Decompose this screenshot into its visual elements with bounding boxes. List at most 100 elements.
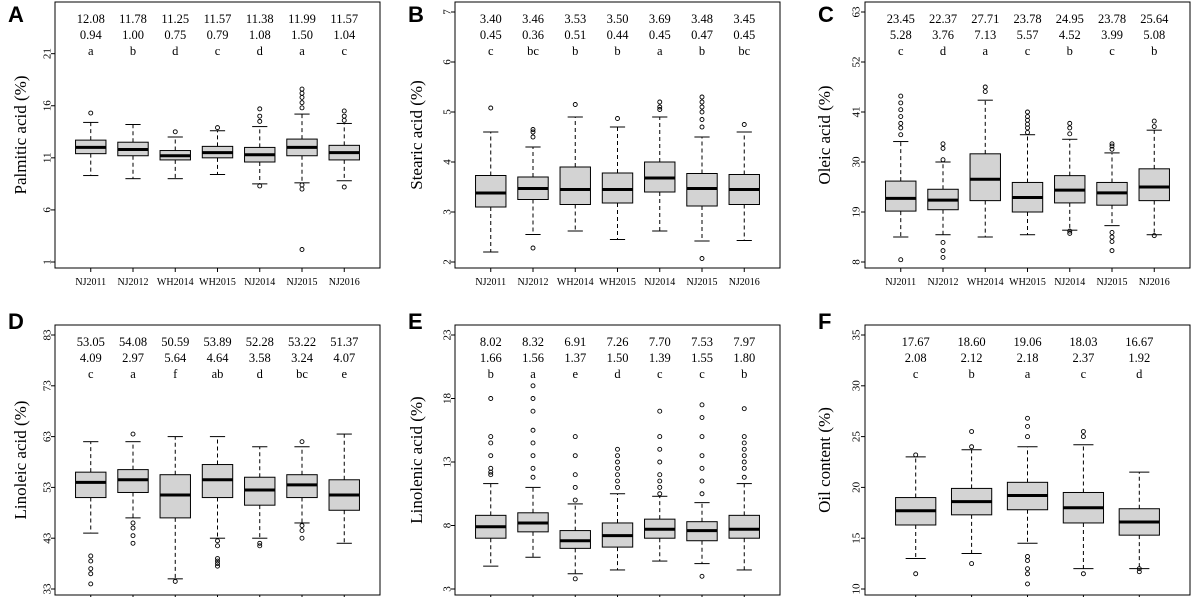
outlier-point xyxy=(530,245,536,251)
box-wh2014: 11.25 0.75 d WH2014 xyxy=(157,12,194,288)
outlier-point xyxy=(530,383,536,389)
outlier-point xyxy=(699,104,705,110)
outlier-point xyxy=(940,141,946,147)
sd-label: 7.13 xyxy=(974,28,996,42)
outlier-point xyxy=(657,408,663,414)
box-wh2015: 23.78 5.57 c WH2015 xyxy=(1009,12,1046,288)
outlier-point xyxy=(299,94,305,100)
significance-letter: b xyxy=(130,44,136,58)
y-tick-label: 30 xyxy=(851,380,863,392)
sd-label: 2.97 xyxy=(122,351,144,365)
y-tick-label: 6 xyxy=(442,59,454,65)
significance-letter: b xyxy=(968,367,974,381)
box-nj2015: 7.531.55cNJ2015 xyxy=(686,335,718,597)
sd-label: 1.80 xyxy=(733,351,755,365)
significance-letter: c xyxy=(88,367,94,381)
outlier-point xyxy=(88,553,94,559)
outlier-point xyxy=(1025,415,1030,421)
significance-letter: d xyxy=(614,367,621,381)
outlier-point xyxy=(741,122,747,127)
y-axis-label: Palmitic acid (%) xyxy=(11,76,30,195)
x-tick-label: NJ2011 xyxy=(885,277,916,288)
outlier-point xyxy=(699,434,705,440)
sd-label: 1.50 xyxy=(291,28,313,42)
panel-letter: A xyxy=(8,2,24,27)
box-nj2012: 11.78 1.00 b NJ2012 xyxy=(117,12,149,288)
outlier-point xyxy=(940,157,946,163)
panel-letter: B xyxy=(408,2,424,27)
y-tick-label: 30 xyxy=(851,156,863,168)
outlier-point xyxy=(741,459,747,465)
mean-label: 3.46 xyxy=(522,12,544,26)
y-axis-label: Oleic acid (%) xyxy=(815,85,834,184)
outlier-point xyxy=(615,453,620,459)
y-tick-label: 20 xyxy=(851,481,863,493)
mean-label: 19.06 xyxy=(1013,335,1041,349)
y-tick-label: 73 xyxy=(42,380,54,392)
mean-label: 52.28 xyxy=(246,335,274,349)
mean-label: 6.91 xyxy=(564,335,586,349)
x-tick-label: NJ2015 xyxy=(286,277,317,288)
outlier-point xyxy=(940,255,946,260)
significance-letter: b xyxy=(614,44,620,58)
y-tick-label: 8 xyxy=(851,259,863,265)
mean-label: 18.03 xyxy=(1069,335,1097,349)
sd-label: 4.09 xyxy=(80,351,102,365)
outlier-point xyxy=(1080,571,1086,577)
outlier-point xyxy=(299,182,305,188)
mean-label: 7.97 xyxy=(733,335,755,349)
significance-letter: c xyxy=(898,44,904,58)
outlier-point xyxy=(299,439,305,445)
outlier-point xyxy=(530,134,536,140)
sd-label: 1.37 xyxy=(564,351,586,365)
sd-label: 4.64 xyxy=(207,351,230,365)
x-tick-label: NJ2014 xyxy=(244,277,275,288)
sd-label: 0.45 xyxy=(649,28,671,42)
box-nj2011: 12.08 0.94 a NJ2011 xyxy=(75,12,107,288)
outlier-point xyxy=(257,106,263,112)
x-tick-label: NJ2015 xyxy=(1096,277,1127,288)
outlier-point xyxy=(898,114,904,119)
y-tick-label: 41 xyxy=(851,107,863,118)
outlier-point xyxy=(299,247,305,252)
x-tick-label: WH2015 xyxy=(599,277,636,288)
outlier-point xyxy=(615,484,620,490)
panel-letter: D xyxy=(8,309,24,334)
outlier-point xyxy=(940,240,946,245)
sd-label: 1.55 xyxy=(691,351,713,365)
outlier-point xyxy=(172,578,178,584)
x-tick-label: WH2015 xyxy=(199,277,236,288)
box-nj2012: 54.082.97aNJ2012 xyxy=(117,335,149,597)
outlier-point xyxy=(341,108,347,114)
mean-label: 27.71 xyxy=(971,12,999,26)
outlier-point xyxy=(657,484,663,490)
y-tick-label: 35 xyxy=(851,329,863,341)
box-wh2014: 27.71 7.13 a WH2014 xyxy=(967,12,1004,288)
sd-label: 4.52 xyxy=(1059,28,1081,42)
y-tick-label: 10 xyxy=(851,583,863,595)
iqr-box xyxy=(559,166,591,205)
outlier-point xyxy=(488,105,494,111)
mean-label: 53.05 xyxy=(77,335,105,349)
significance-letter: c xyxy=(215,44,221,58)
outlier-point xyxy=(88,566,94,572)
outlier-point xyxy=(1109,234,1115,240)
x-tick-label: WH2015 xyxy=(1009,277,1046,288)
outlier-point xyxy=(1025,554,1030,559)
box-wh2014: 17.672.08cWH2014 xyxy=(895,335,937,597)
y-tick-label: 7 xyxy=(442,9,454,15)
y-tick-label: 3 xyxy=(442,586,454,592)
outlier-point xyxy=(572,497,578,503)
y-tick-label: 33 xyxy=(42,583,54,595)
sd-label: 0.45 xyxy=(733,28,755,42)
box-nj2014: 3.69 0.45 a NJ2014 xyxy=(644,12,676,288)
mean-label: 3.69 xyxy=(649,12,671,26)
sd-label: 0.51 xyxy=(564,28,586,42)
outlier-point xyxy=(1067,131,1073,137)
outlier-point xyxy=(88,581,94,587)
mean-label: 23.45 xyxy=(887,12,915,26)
iqr-box xyxy=(75,471,107,499)
mean-label: 22.37 xyxy=(929,12,957,26)
mean-label: 23.78 xyxy=(1013,12,1041,26)
